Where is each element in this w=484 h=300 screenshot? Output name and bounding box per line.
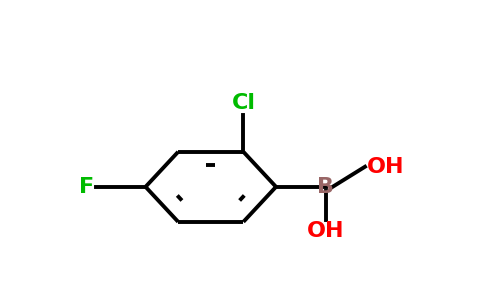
Text: Cl: Cl	[231, 93, 256, 113]
Text: OH: OH	[307, 221, 345, 241]
Text: F: F	[79, 177, 94, 197]
Text: B: B	[318, 177, 334, 197]
Text: OH: OH	[367, 157, 404, 177]
